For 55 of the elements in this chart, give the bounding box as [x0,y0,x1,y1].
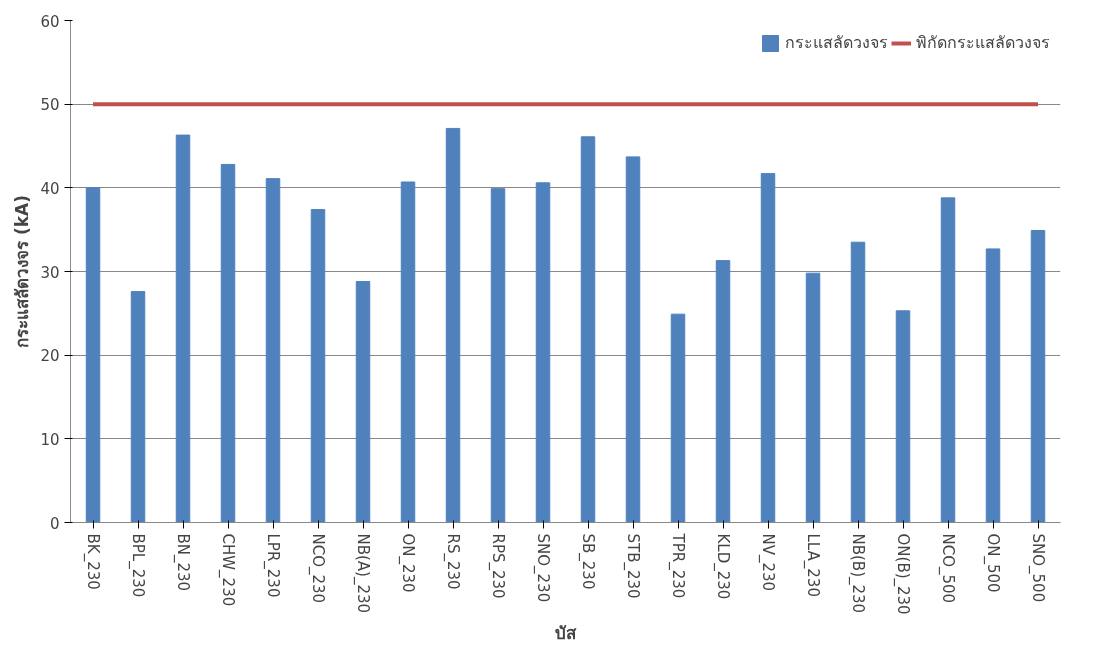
bar [1030,230,1046,523]
bar [400,181,416,523]
bar [895,310,911,523]
x-tick-label: NB(B)_230 [848,533,867,614]
x-tick-label: NCO_230 [308,533,327,604]
x-tick-label: BN_230 [173,533,192,592]
bar [130,291,146,523]
bar [85,187,101,523]
bar [490,188,506,523]
x-tick-label: STB_230 [623,533,642,599]
bar [265,178,281,523]
x-tick-label: TPR_230 [668,532,687,599]
x-tick-label: NB(A)_230 [353,533,372,614]
legend-label: กระแสลัดวงจร [785,32,888,54]
bar [760,173,776,523]
bar [805,272,821,523]
bar [310,209,326,523]
bar [940,197,956,523]
y-tick-label: 0 [49,514,60,533]
bar [670,313,686,523]
bar [445,127,461,523]
x-tick-label: ON_500 [983,533,1002,593]
x-tick-label: BPL_230 [128,533,147,598]
x-tick-label: RPS_230 [488,533,507,599]
x-tick-label: LLA_230 [803,533,822,597]
y-tick-label: 20 [40,347,60,366]
bar [850,241,866,523]
bar [175,134,191,523]
bar [580,136,596,523]
x-tick-label: SNO_230 [533,533,552,603]
bar [715,260,731,523]
x-tick-label: LPR_230 [263,533,282,598]
y-tick-label: 60 [40,12,60,31]
x-tick-label: NV_230 [758,533,777,592]
x-tick-label: SNO_500 [1028,533,1047,603]
x-tick-label: BK_230 [83,533,102,590]
y-tick-label: 10 [40,430,60,449]
bar [355,281,371,523]
x-tick-label: CHW_230 [218,533,237,607]
x-tick-label: SB_230 [578,533,597,590]
y-tick-label: 50 [40,96,60,115]
x-tick-label: ON_230 [398,533,417,593]
x-tick-label: ON(B)_230 [893,533,912,615]
y-tick-label: 30 [40,263,60,282]
x-tick-label: KLD_230 [713,533,732,600]
bar [220,163,236,523]
bar [535,182,551,523]
y-axis-title: กระแสลัดวงจร (kA) [12,195,33,348]
legend-label: พิกัดกระแสลัดวงจร [916,32,1050,54]
bar [625,156,641,523]
x-tick-label: RS_230 [443,533,462,590]
x-tick-label: NCO_500 [938,533,957,604]
y-tick-label: 40 [40,179,60,198]
bar [985,248,1001,523]
x-axis-title: บัส [555,622,577,643]
